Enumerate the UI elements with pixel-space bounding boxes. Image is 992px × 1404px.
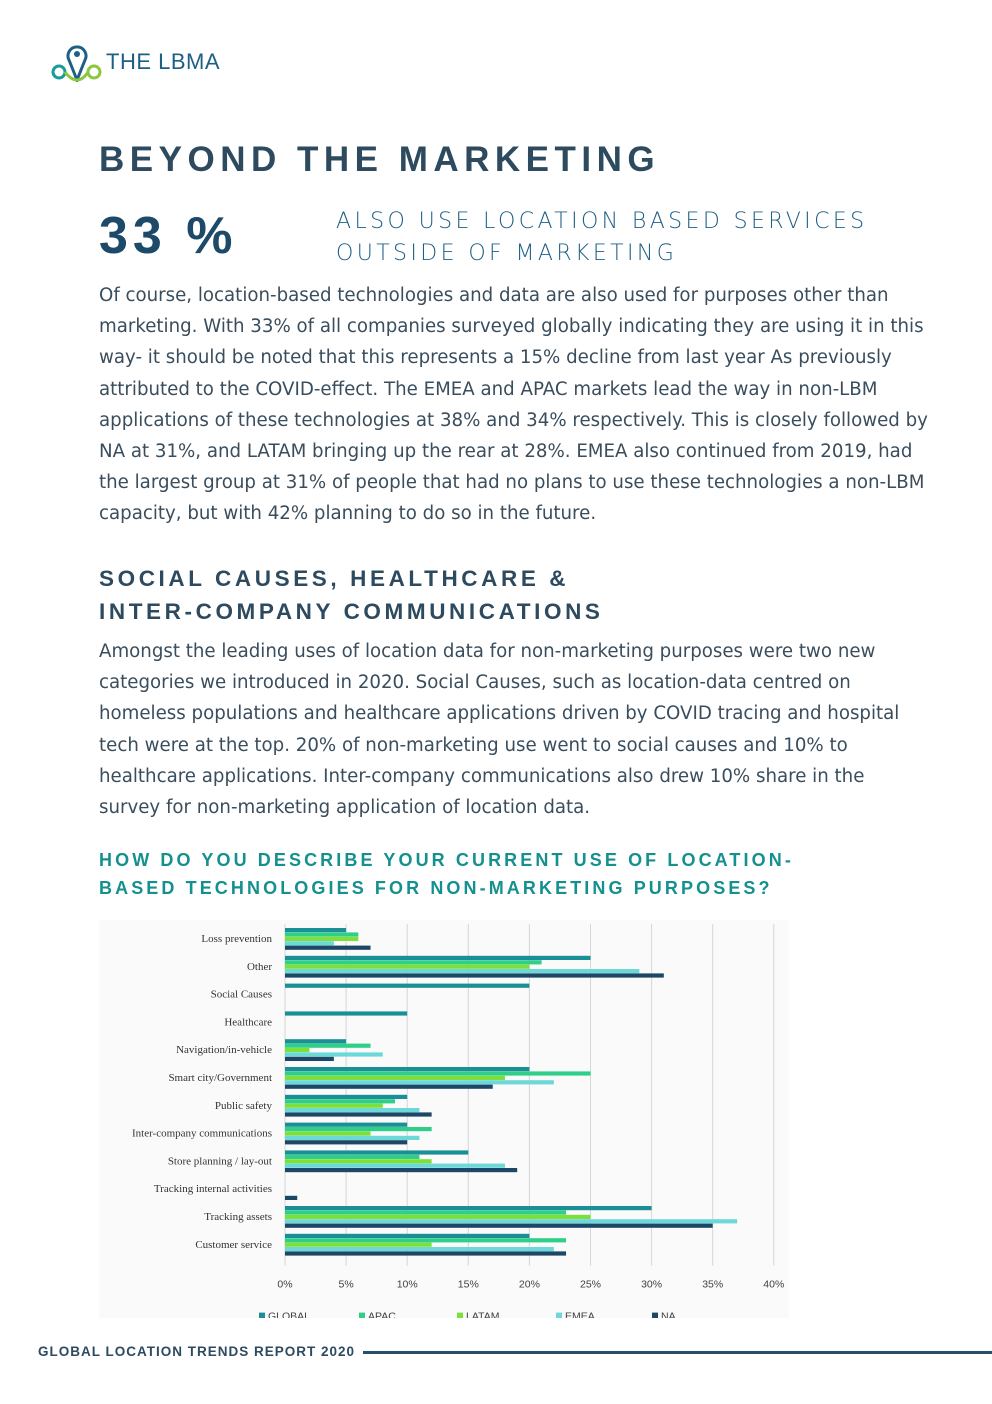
bar-chart-svg: 0% 5% 10% 15% 20% 25% 30% 35% 40% Loss prevention… (132, 924, 784, 1323)
legend-swatch (457, 1312, 463, 1319)
bar (285, 969, 640, 974)
bar (285, 1127, 432, 1132)
bar (285, 1048, 310, 1053)
section-heading-line-2: INTER-COMPANY COMMUNICATIONS (99, 599, 604, 624)
bar (285, 1195, 298, 1200)
legend-swatch (556, 1312, 562, 1319)
bar (285, 1067, 530, 1072)
bar (285, 1043, 371, 1048)
bar (285, 955, 591, 960)
bar (285, 1150, 469, 1155)
bar (285, 1080, 554, 1085)
bar (285, 1122, 408, 1127)
bar (285, 1247, 554, 1252)
category-label: Social Causes (211, 989, 272, 1001)
bar (285, 1052, 383, 1057)
bar (285, 964, 530, 969)
bar (285, 1039, 347, 1044)
legend-label: GLOBAL (268, 1311, 310, 1318)
bar (285, 1112, 432, 1117)
bar (285, 1238, 567, 1243)
legend-swatch (359, 1312, 365, 1319)
bar (285, 973, 664, 978)
x-tick-label: 10% (397, 1279, 418, 1291)
bar-chart: 0% 5% 10% 15% 20% 25% 30% 35% 40% Loss prevention… (99, 920, 789, 1323)
footer-report-title: GLOBAL LOCATION TRENDS REPORT 2020 (38, 1344, 356, 1359)
x-tick-label: 0% (277, 1279, 292, 1291)
section-heading-line-1: SOCIAL CAUSES, HEALTHCARE & (99, 566, 570, 591)
bar (285, 1154, 420, 1159)
section-heading: SOCIAL CAUSES, HEALTHCARE & INTER-COMPAN… (99, 562, 799, 628)
bar (285, 983, 530, 988)
category-label: Healthcare (224, 1016, 272, 1028)
location-pin-icon (51, 45, 102, 82)
bar (285, 941, 334, 946)
page-title: BEYOND THE MARKETING (99, 140, 661, 179)
bar (285, 1206, 652, 1211)
bar (285, 1210, 567, 1215)
logo-text: THE LBMA (106, 49, 221, 74)
category-label: Store planning / lay-out (168, 1155, 272, 1167)
stat-description-line-2: OUTSIDE OF MARKETING (336, 241, 678, 266)
bar (285, 1084, 493, 1089)
bar (285, 1163, 505, 1168)
bar (285, 1131, 371, 1136)
x-tick-label: 5% (339, 1279, 354, 1291)
bar (285, 1099, 395, 1104)
legend-swatch (652, 1312, 658, 1319)
bar (285, 1223, 713, 1228)
x-tick-label: 25% (580, 1279, 601, 1291)
lbma-logo: THE LBMA (50, 42, 220, 82)
category-label: Navigation/in-vehicle (176, 1044, 272, 1056)
x-tick-label: 40% (763, 1279, 784, 1291)
category-label: Loss prevention (201, 933, 272, 945)
intro-paragraph: Of course, location-based technologies a… (99, 285, 928, 525)
stat-description: ALSO USE LOCATION BASED SERVICES OUTSIDE… (336, 206, 896, 270)
bar (285, 1140, 408, 1145)
legend-label: NA (661, 1311, 676, 1318)
legend-swatch (259, 1312, 265, 1319)
category-label: Smart city/Government (168, 1072, 272, 1084)
stat-description-line-1: ALSO USE LOCATION BASED SERVICES (336, 209, 868, 234)
x-tick-label: 15% (458, 1279, 479, 1291)
stat-value: 33 % (99, 207, 238, 265)
bar (285, 932, 359, 937)
legend-label: EMEA (565, 1311, 595, 1318)
bar (285, 1071, 591, 1076)
legend-label: APAC (368, 1311, 396, 1318)
bar (285, 1168, 518, 1173)
chart-heading-line-1: HOW DO YOU DESCRIBE YOUR CURRENT USE OF … (99, 850, 794, 870)
bar (285, 928, 347, 933)
category-label: Tracking assets (204, 1211, 272, 1223)
category-label: Other (247, 961, 272, 973)
bar (285, 960, 542, 965)
bar (285, 1242, 432, 1247)
bar (285, 1075, 505, 1080)
bar (285, 1108, 420, 1113)
bar (285, 936, 359, 941)
x-tick-label: 20% (519, 1279, 540, 1291)
category-label: Public safety (215, 1100, 273, 1112)
chart-heading-line-2: BASED TECHNOLOGIES FOR NON-MARKETING PUR… (99, 878, 773, 898)
bar (285, 945, 371, 950)
bar (285, 1056, 334, 1061)
x-tick-label: 30% (641, 1279, 662, 1291)
bar (285, 1094, 408, 1099)
category-label: Inter-company communications (132, 1128, 272, 1140)
bar (285, 1219, 738, 1224)
category-label: Customer service (195, 1239, 272, 1251)
legend-label: LATAM (466, 1311, 499, 1318)
chart-heading: HOW DO YOU DESCRIBE YOUR CURRENT USE OF … (99, 846, 859, 902)
bar (285, 1103, 383, 1108)
bar (285, 1011, 408, 1016)
bar (285, 1214, 591, 1219)
bar (285, 1251, 567, 1256)
bar (285, 1159, 432, 1164)
section-paragraph: Amongst the leading uses of location dat… (99, 641, 900, 819)
x-tick-label: 35% (702, 1279, 723, 1291)
category-label: Tracking internal activities (154, 1183, 272, 1195)
bar (285, 1135, 420, 1140)
footer-divider (363, 1351, 992, 1354)
bar (285, 1233, 530, 1238)
